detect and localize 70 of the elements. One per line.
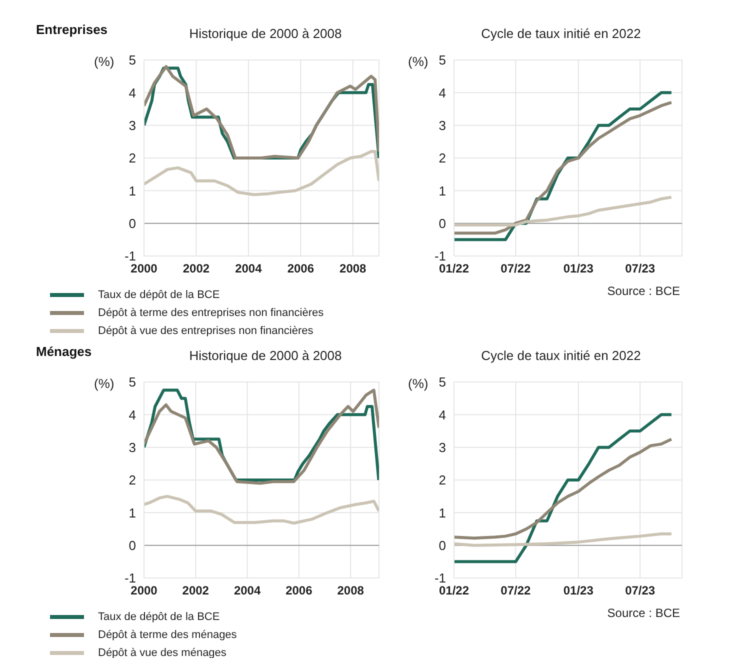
y-tick-label: 4 (128, 407, 136, 422)
y-tick-label: 5 (128, 374, 136, 390)
y-tick-label: 4 (438, 407, 446, 422)
chart-title: Cycle de taux initié en 2022 (480, 348, 642, 363)
y-tick-label: 1 (128, 505, 136, 520)
legend-label: Dépôt à terme des ménages (98, 629, 237, 641)
y-tick-label: 4 (438, 85, 446, 100)
y-axis-title: (%) (94, 54, 114, 69)
y-tick-label: 1 (438, 505, 446, 520)
line-series (454, 532, 673, 547)
legend-label: Dépôt à terme des entreprises non financières (98, 307, 324, 319)
y-axis-title: (%) (408, 376, 428, 391)
chart-title: Cycle de taux initié en 2022 (480, 26, 642, 41)
y-tick-label: 5 (128, 52, 136, 68)
line-series (144, 494, 379, 525)
x-tick-label: 2008 (340, 262, 367, 276)
x-tick-label: 2006 (286, 584, 313, 598)
y-axis-title: (%) (408, 54, 428, 69)
line-series (454, 196, 673, 226)
chart-title: Historique de 2000 à 2008 (188, 26, 343, 41)
line-series (144, 150, 379, 196)
x-tick-label: 07/23 (625, 262, 656, 276)
y-tick-label: -1 (124, 570, 136, 586)
x-tick-label: 2004 (235, 262, 262, 276)
y-tick-label: -1 (434, 248, 446, 264)
y-tick-label: 3 (128, 118, 136, 133)
y-tick-label: 0 (438, 538, 446, 553)
text: Entreprises (36, 22, 108, 37)
y-tick-label: 3 (128, 440, 136, 455)
y-tick-label: 5 (438, 374, 446, 390)
y-axis-title: (%) (94, 376, 114, 391)
y-tick-label: 3 (438, 118, 446, 133)
x-tick-label: 2008 (337, 584, 364, 598)
y-tick-label: 2 (438, 472, 446, 488)
legend-label: Dépôt à vue des ménages (98, 647, 226, 658)
x-tick-label: 2002 (182, 262, 210, 276)
text: Ménages (36, 344, 92, 359)
y-tick-label: 2 (438, 150, 446, 166)
y-tick-label: 0 (128, 216, 136, 231)
y-tick-label: 5 (438, 52, 446, 68)
legend-label: Taux de dépôt de la BCE (98, 289, 220, 301)
y-tick-label: 3 (438, 440, 446, 455)
y-tick-label: -1 (434, 570, 446, 586)
line-series (454, 413, 673, 564)
x-tick-label: 07/22 (500, 262, 532, 276)
source-note: Source : BCE (607, 284, 680, 298)
y-tick-label: 1 (128, 183, 136, 198)
x-tick-label: 07/23 (625, 584, 656, 598)
chart-title: Historique de 2000 à 2008 (188, 348, 343, 363)
x-tick-label: 2000 (130, 262, 158, 276)
legend-label: Taux de dépôt de la BCE (98, 611, 220, 623)
x-tick-label: 01/22 (438, 584, 470, 598)
x-tick-label: 2002 (182, 584, 210, 598)
source-note: Source : BCE (607, 606, 680, 620)
y-tick-label: 1 (438, 183, 446, 198)
x-tick-label: 01/22 (438, 262, 470, 276)
x-tick-label: 2004 (234, 584, 261, 598)
x-tick-label: 07/22 (500, 584, 532, 598)
x-tick-label: 01/23 (563, 262, 594, 276)
y-tick-label: 4 (128, 85, 136, 100)
y-tick-label: 0 (128, 538, 136, 553)
line-series (454, 438, 673, 540)
y-tick-label: 0 (438, 216, 446, 231)
x-tick-label: 2000 (130, 584, 158, 598)
y-tick-label: 2 (128, 472, 136, 488)
y-tick-label: 2 (128, 150, 136, 166)
x-tick-label: 01/23 (563, 584, 594, 598)
legend-label: Dépôt à vue des entreprises non financières (98, 325, 314, 337)
y-tick-label: -1 (124, 248, 136, 264)
x-tick-label: 2006 (287, 262, 314, 276)
